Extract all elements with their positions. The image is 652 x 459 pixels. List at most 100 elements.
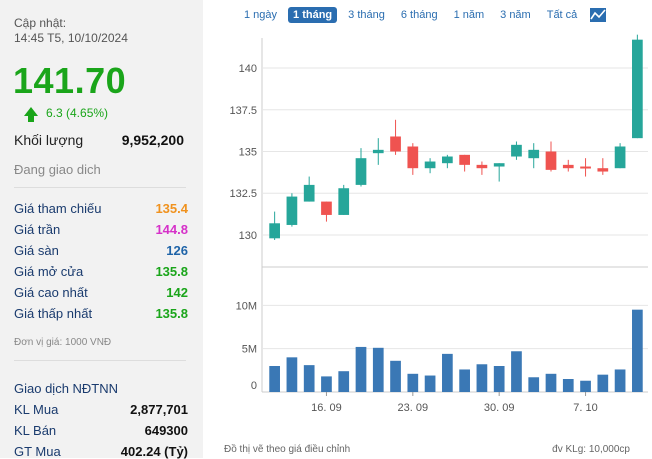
candle-body bbox=[597, 168, 609, 172]
foreign-row: KL Bán 649300 bbox=[14, 423, 188, 438]
current-price: 141.70 bbox=[13, 60, 127, 101]
candle-body bbox=[562, 164, 574, 169]
tab-period[interactable]: Tất cả bbox=[546, 9, 578, 21]
volume-bar bbox=[286, 357, 298, 392]
candle-body bbox=[614, 146, 626, 169]
volume-bar bbox=[632, 309, 643, 392]
price-row-label: Giá tham chiếu bbox=[14, 201, 102, 216]
candle-body bbox=[338, 188, 350, 215]
chart-panel: 1 ngày 1 tháng 3 tháng 6 tháng 1 năm 3 năm Tất… bbox=[203, 0, 652, 458]
foreign-row-label: KL Bán bbox=[14, 423, 57, 438]
volume-bar bbox=[580, 380, 591, 392]
volume-row: Khối lượng 9,952,200 bbox=[14, 132, 184, 148]
tab-period[interactable]: 1 ngày bbox=[244, 9, 278, 21]
price-row-value: 135.4 bbox=[155, 201, 188, 216]
volume-bar bbox=[562, 379, 574, 392]
volume-bar bbox=[390, 360, 401, 392]
price-row-value: 135.8 bbox=[155, 264, 188, 279]
chart-note: Đồ thị vẽ theo giá điều chỉnh bbox=[224, 444, 351, 455]
volume-bar bbox=[338, 371, 350, 392]
candle-body bbox=[269, 223, 280, 239]
update-info: Cập nhật: 14:45 T5, 10/10/2024 bbox=[14, 16, 128, 46]
price-row-label: Giá mở cửa bbox=[14, 264, 84, 279]
price-row-value: 126 bbox=[166, 243, 188, 258]
price-tick-label: 135 bbox=[239, 147, 257, 159]
price-tick-label: 130 bbox=[239, 230, 257, 242]
tab-period[interactable]: 1 năm bbox=[453, 9, 485, 21]
candle-body bbox=[286, 196, 298, 225]
foreign-row-label: KL Mua bbox=[14, 402, 59, 417]
volume-bar bbox=[303, 365, 315, 392]
volume-tick-label: 5M bbox=[242, 344, 257, 356]
x-tick-label: 30. 09 bbox=[484, 402, 515, 414]
volume-bar bbox=[511, 351, 522, 392]
candle-body bbox=[545, 151, 557, 170]
foreign-row-value: 649300 bbox=[144, 423, 188, 438]
price-tick-label: 137.5 bbox=[229, 105, 257, 117]
update-label: Cập nhật: bbox=[14, 16, 67, 30]
foreign-row: GT Mua 402.24 (Tỷ) bbox=[14, 444, 188, 459]
price-row-value: 142 bbox=[166, 285, 188, 300]
volume-bar bbox=[545, 373, 557, 392]
price-tick-label: 140 bbox=[239, 63, 257, 75]
foreign-row: KL Mua 2,877,701 bbox=[14, 402, 188, 417]
volume-unit-note: đv KLg: 10,000cp bbox=[552, 444, 630, 455]
price-row-label: Giá cao nhất bbox=[14, 285, 88, 300]
volume-bar bbox=[321, 376, 332, 392]
x-tick-label: 16. 09 bbox=[311, 402, 342, 414]
price-change-value: 6.3 (4.65%) bbox=[46, 106, 109, 120]
divider bbox=[14, 360, 186, 361]
volume-bar bbox=[476, 364, 488, 392]
chart-type-icon[interactable] bbox=[590, 8, 607, 22]
candle-body bbox=[442, 156, 453, 164]
volume-bar bbox=[424, 375, 436, 392]
volume-bar bbox=[372, 347, 384, 392]
price-row-label: Giá sàn bbox=[14, 243, 59, 258]
candle-body bbox=[580, 166, 591, 169]
price-row-value: 144.8 bbox=[155, 222, 188, 237]
volume-label: Khối lượng bbox=[14, 132, 84, 148]
foreign-row-value: 402.24 (Tỷ) bbox=[120, 444, 188, 459]
volume-bar bbox=[355, 346, 367, 392]
candle-body bbox=[303, 184, 315, 202]
price-row: Giá trần 144.8 bbox=[14, 222, 188, 237]
candle-body bbox=[459, 154, 470, 165]
price-row-label: Giá trần bbox=[14, 222, 61, 237]
volume-bar bbox=[442, 353, 453, 392]
volume-tick-label: 10M bbox=[236, 300, 257, 312]
candle-body bbox=[493, 163, 505, 167]
arrow-up-icon bbox=[24, 106, 38, 122]
candle-body bbox=[632, 39, 643, 139]
foreign-trading-title: Giao dịch NĐTNN bbox=[14, 381, 119, 396]
tab-period[interactable]: 3 tháng bbox=[348, 9, 385, 21]
update-time: 14:45 T5, 10/10/2024 bbox=[14, 31, 128, 45]
price-row: Giá tham chiếu 135.4 bbox=[14, 201, 188, 216]
x-tick-label: 7. 10 bbox=[573, 402, 597, 414]
tab-period[interactable]: 1 tháng bbox=[288, 7, 338, 23]
price-row-label: Giá thấp nhất bbox=[14, 306, 93, 321]
candle-body bbox=[321, 201, 332, 215]
period-tabs: 1 ngày 1 tháng 3 tháng 6 tháng 1 năm 3 năm Tất… bbox=[239, 7, 607, 23]
quote-panel: Cập nhật: 14:45 T5, 10/10/2024 141.70 6.… bbox=[0, 0, 203, 459]
price-chart: 130 132.5 135 137.5 140 0 5M 10M 16. 09 23. 09 30.… bbox=[229, 34, 648, 414]
volume-bar bbox=[614, 369, 626, 392]
x-tick-label: 23. 09 bbox=[398, 402, 429, 414]
price-tick-label: 132.5 bbox=[229, 188, 257, 200]
tab-period[interactable]: 3 năm bbox=[500, 9, 531, 21]
volume-bar bbox=[597, 374, 609, 392]
candle-body bbox=[372, 149, 384, 154]
price-unit-note: Đơn vị giá: 1000 VNĐ bbox=[14, 337, 112, 348]
price-row: Giá cao nhất 142 bbox=[14, 285, 188, 300]
volume-bar bbox=[407, 373, 419, 392]
divider bbox=[14, 187, 186, 188]
price-change: 6.3 (4.65%) bbox=[24, 106, 109, 122]
candle-body bbox=[511, 144, 522, 157]
volume-tick-label: 0 bbox=[251, 380, 257, 392]
candle-body bbox=[476, 164, 488, 169]
volume-bar bbox=[269, 366, 280, 392]
candle-body bbox=[390, 136, 401, 152]
tab-period[interactable]: 6 tháng bbox=[400, 9, 438, 21]
candle-body bbox=[528, 149, 540, 159]
candle-body bbox=[355, 158, 367, 185]
candle-body bbox=[407, 146, 419, 169]
